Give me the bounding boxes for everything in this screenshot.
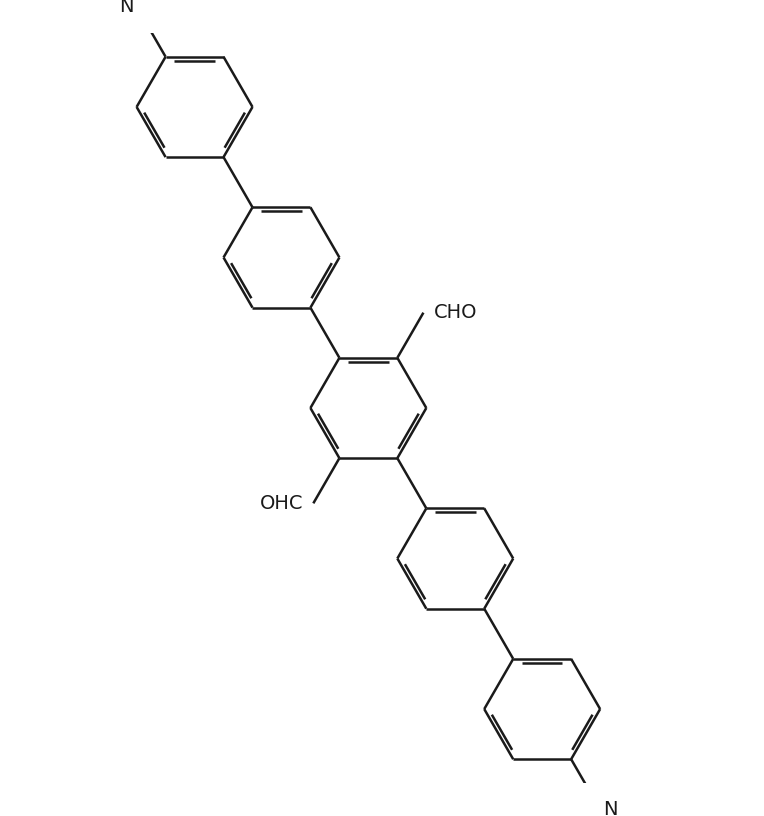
- Text: N: N: [118, 0, 133, 16]
- Text: OHC: OHC: [260, 494, 303, 512]
- Text: N: N: [604, 800, 618, 816]
- Text: CHO: CHO: [434, 304, 478, 322]
